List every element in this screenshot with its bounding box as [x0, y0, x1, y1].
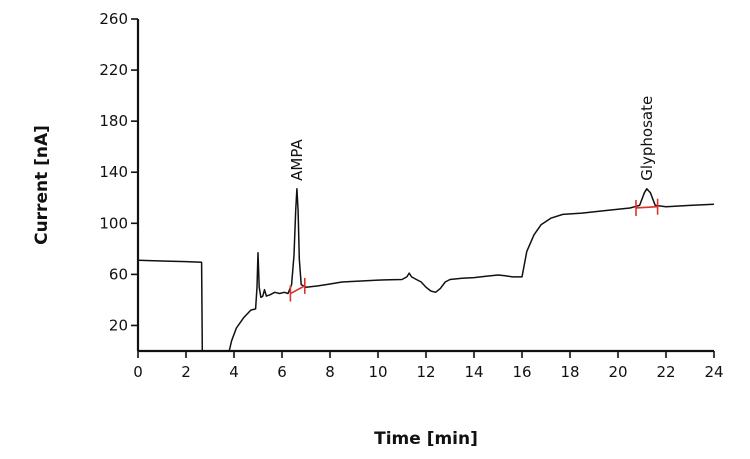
- y-axis-title-group: Current [nA]: [32, 125, 52, 245]
- x-tick-label: 0: [133, 363, 143, 381]
- y-axis-ticks: 20 60 100 140 180 220 260: [99, 10, 138, 334]
- x-tick-label: 18: [560, 363, 579, 381]
- integration-baseline: [635, 205, 658, 209]
- y-tick-label: 140: [99, 163, 128, 181]
- y-tick-label: 100: [99, 214, 128, 232]
- x-tick-label: 4: [229, 363, 239, 381]
- x-tick-label: 22: [656, 363, 675, 381]
- x-tick-label: 10: [368, 363, 387, 381]
- x-tick-label: 14: [464, 363, 483, 381]
- integration-baseline: [290, 285, 306, 295]
- peak-label: AMPA: [288, 139, 306, 181]
- x-tick-label: 2: [181, 363, 191, 381]
- x-tick-label: 24: [704, 363, 723, 381]
- peak-annotations: AMPA Glyphosate: [288, 96, 656, 181]
- x-tick-label: 6: [277, 363, 287, 381]
- y-tick-label: 180: [99, 112, 128, 130]
- y-tick-label: 20: [109, 316, 128, 334]
- chromatogram-trace: [137, 188, 715, 352]
- y-axis-title: Current [nA]: [32, 125, 52, 245]
- integration-mark: [635, 198, 659, 216]
- plot-area: [137, 188, 715, 352]
- x-tick-label: 12: [416, 363, 435, 381]
- x-tick-label: 20: [608, 363, 627, 381]
- y-tick-label: 220: [99, 61, 128, 79]
- axes: [136, 19, 714, 353]
- x-tick-label: 8: [325, 363, 335, 381]
- integration-mark: [289, 277, 306, 302]
- peak-label: Glyphosate: [638, 96, 656, 181]
- x-axis-title: Time [min]: [374, 429, 478, 449]
- x-axis-ticks: 0 2 4 6 8 10 12 14 16 18 20 22 24: [133, 351, 724, 381]
- y-tick-label: 60: [109, 265, 128, 283]
- y-tick-label: 260: [99, 10, 128, 28]
- x-tick-label: 16: [512, 363, 531, 381]
